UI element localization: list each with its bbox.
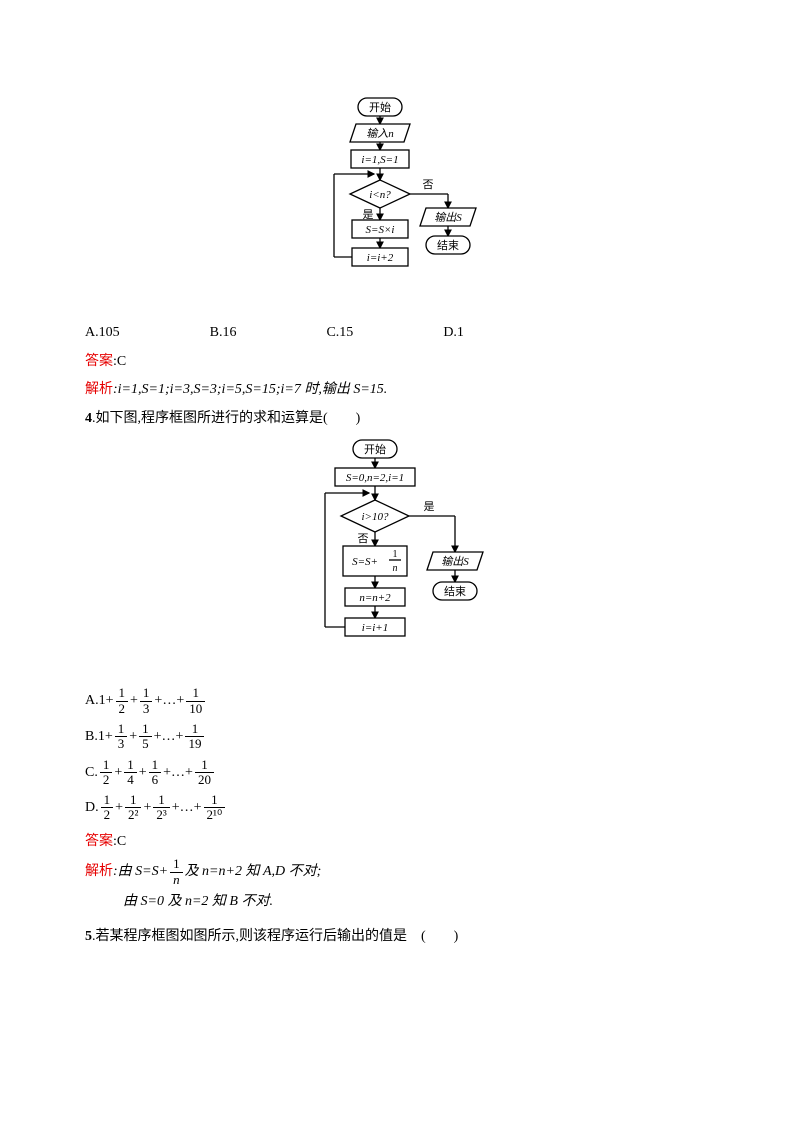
f1-step2: i=i+2 bbox=[367, 252, 394, 264]
flowchart-1: 开始 输入n i=1,S=1 i<n? 是 否 输出S 结束 S=S×i i=i… bbox=[85, 96, 715, 314]
opt-a: A.105 bbox=[85, 320, 120, 347]
opt-d: D.1 bbox=[443, 320, 464, 347]
q4-option-d: D.12+12²+12³+…+12¹⁰ bbox=[85, 793, 715, 823]
f2-output: 输出S bbox=[441, 555, 469, 568]
optD-lead: D. bbox=[85, 800, 99, 815]
f1-output: 输出S bbox=[434, 211, 462, 224]
f1-init: i=1,S=1 bbox=[361, 154, 398, 166]
q3-explanation: 解析:i=1,S=1;i=3,S=3;i=5,S=15;i=7 时,输出 S=1… bbox=[85, 377, 715, 404]
f1-step1: S=S×i bbox=[366, 224, 395, 236]
q3-answer: 答案:C bbox=[85, 349, 715, 376]
q5-text: .若某程序框图如图所示,则该程序运行后输出的值是 ( ) bbox=[92, 929, 458, 944]
explanation-label: 解析 bbox=[85, 382, 113, 397]
f2-start: 开始 bbox=[364, 442, 386, 456]
f2-step1-den: n bbox=[393, 563, 398, 574]
f1-yes: 是 bbox=[363, 208, 374, 221]
optA-lead: A.1+ bbox=[85, 693, 114, 708]
q4-answer: 答案:C bbox=[85, 829, 715, 856]
f1-cond: i<n? bbox=[369, 189, 391, 201]
optB-lead: B.1+ bbox=[85, 729, 113, 744]
q5-stem: 5.若某程序框图如图所示,则该程序运行后输出的值是 ( ) bbox=[85, 924, 715, 951]
f1-end: 结束 bbox=[437, 239, 459, 252]
explanation-label: 解析 bbox=[85, 864, 113, 879]
f1-no: 否 bbox=[423, 179, 434, 191]
q4-text: .如下图,程序框图所进行的求和运算是( ) bbox=[92, 411, 360, 426]
q4-option-b: B.1+13+15+…+119 bbox=[85, 722, 715, 752]
q4-explanation-line2: 由 S=0 及 n=2 知 B 不对. bbox=[85, 889, 715, 916]
q5-number: 5 bbox=[85, 929, 92, 944]
f2-cond: i>10? bbox=[362, 511, 389, 523]
f2-no: 否 bbox=[358, 533, 369, 545]
f2-end: 结束 bbox=[444, 585, 466, 598]
answer-value: :C bbox=[113, 834, 126, 849]
optC-lead: C. bbox=[85, 765, 98, 780]
opt-c: C.15 bbox=[326, 320, 353, 347]
exp4-pre: :由 S=S+ bbox=[113, 864, 168, 879]
f2-step2: n=n+2 bbox=[359, 592, 391, 604]
exp4-post: 及 n=n+2 知 A,D 不对; bbox=[185, 864, 322, 879]
opt-b: B.16 bbox=[210, 320, 237, 347]
f2-yes: 是 bbox=[424, 500, 435, 513]
q4-option-c: C.12+14+16+…+120 bbox=[85, 758, 715, 788]
f2-step1-pre: S=S+ bbox=[352, 556, 378, 568]
f2-init: S=0,n=2,i=1 bbox=[346, 472, 404, 484]
q4-number: 4 bbox=[85, 411, 92, 426]
q3-options: A.105 B.16 C.15 D.1 bbox=[85, 320, 715, 347]
flowchart-2: 开始 S=0,n=2,i=1 i>10? 否 是 输出S 结束 S=S+ 1 n… bbox=[85, 438, 715, 680]
q4-option-a: A.1+12+13+…+110 bbox=[85, 686, 715, 716]
f2-step3: i=i+1 bbox=[362, 622, 388, 634]
q4-explanation-line1: 解析:由 S=S+1n及 n=n+2 知 A,D 不对; bbox=[85, 857, 715, 887]
f1-input: 输入n bbox=[366, 127, 394, 140]
f1-start: 开始 bbox=[369, 100, 391, 114]
answer-label: 答案 bbox=[85, 834, 113, 849]
f2-step1-num: 1 bbox=[393, 549, 398, 560]
explanation-text: :i=1,S=1;i=3,S=3;i=5,S=15;i=7 时,输出 S=15. bbox=[113, 382, 387, 397]
answer-value: :C bbox=[113, 354, 126, 369]
q4-stem: 4.如下图,程序框图所进行的求和运算是( ) bbox=[85, 406, 715, 433]
answer-label: 答案 bbox=[85, 354, 113, 369]
